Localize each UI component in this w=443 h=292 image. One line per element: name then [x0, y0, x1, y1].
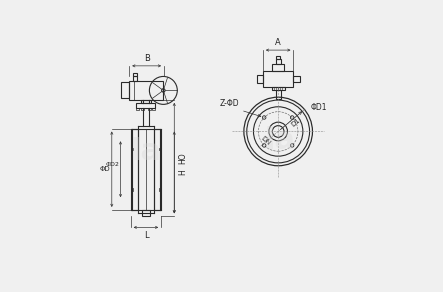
Bar — [159, 188, 161, 191]
Bar — [276, 59, 281, 64]
Bar — [131, 148, 133, 150]
Text: la: la — [130, 137, 161, 166]
Text: L: L — [144, 231, 148, 240]
Bar — [120, 82, 129, 98]
Bar — [272, 87, 284, 91]
Bar — [263, 71, 293, 87]
Bar — [129, 81, 163, 100]
Bar — [276, 91, 281, 99]
Bar — [142, 210, 150, 216]
Bar — [154, 128, 161, 210]
Text: HO: HO — [178, 152, 187, 164]
Bar — [272, 64, 284, 71]
Text: ΦD1: ΦD1 — [311, 103, 327, 112]
Bar — [133, 73, 137, 76]
Text: ΦD2: ΦD2 — [105, 162, 119, 167]
Text: H: H — [178, 170, 187, 175]
Text: Z-ΦD: Z-ΦD — [220, 99, 240, 108]
Bar — [131, 188, 133, 191]
Bar — [136, 103, 155, 108]
Bar — [133, 76, 137, 81]
Bar — [141, 100, 151, 103]
Text: ΦD: ΦD — [99, 166, 110, 172]
Bar — [293, 76, 300, 82]
Bar — [131, 128, 138, 210]
Bar — [152, 108, 155, 110]
Bar — [148, 108, 151, 110]
Bar — [159, 148, 161, 150]
Bar — [136, 108, 140, 110]
Bar — [256, 75, 263, 83]
Bar — [276, 56, 280, 59]
Text: A: A — [275, 38, 281, 47]
Text: D1: D1 — [290, 117, 301, 128]
Text: B: B — [144, 54, 150, 63]
Text: DN: DN — [260, 135, 271, 147]
Bar — [141, 108, 144, 110]
Text: la: la — [264, 126, 295, 155]
